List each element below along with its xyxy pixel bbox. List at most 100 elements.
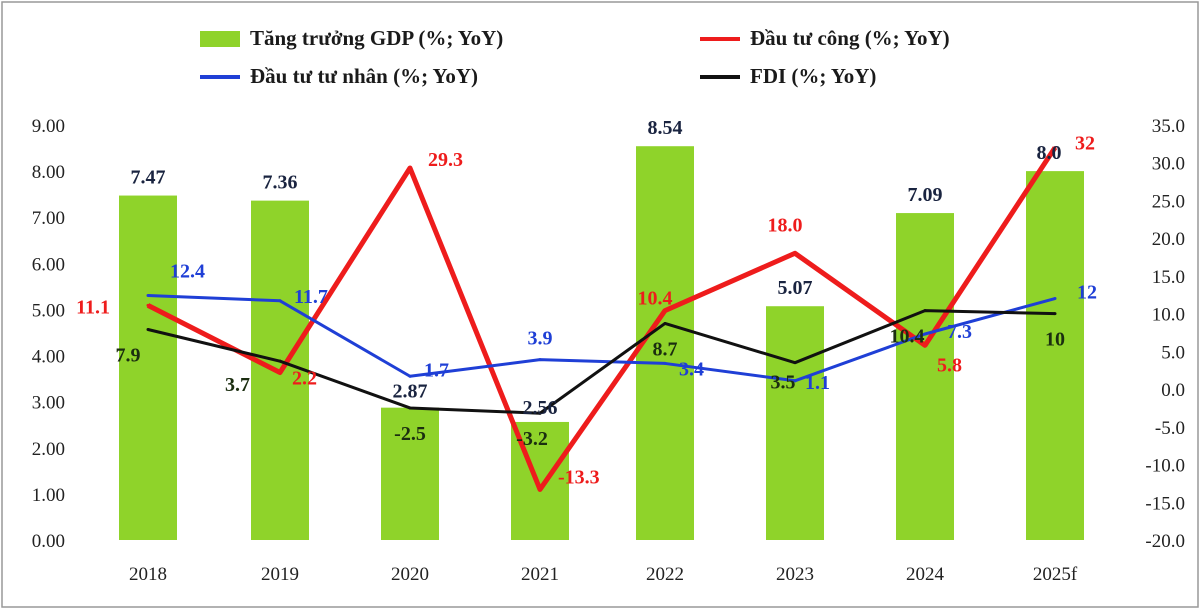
series-point <box>793 251 797 255</box>
x-axis-tick: 2020 <box>391 564 429 585</box>
series-point <box>923 343 927 347</box>
left-axis-tick: 9.00 <box>32 116 65 137</box>
right-axis-tick: -5.0 <box>1155 418 1185 439</box>
right-axis-tick: -15.0 <box>1145 493 1185 514</box>
gdp-data-label: 7.09 <box>908 184 943 206</box>
left-axis-tick: 7.00 <box>32 208 65 229</box>
series-point <box>1053 312 1057 316</box>
series-point <box>146 327 150 331</box>
x-axis-tick: 2025f <box>1033 564 1078 585</box>
gdp-data-label: 5.07 <box>778 277 813 299</box>
series-data-label: 1.1 <box>805 372 830 394</box>
x-axis-tick: 2018 <box>129 564 167 585</box>
legend-label: FDI (%; YoY) <box>750 64 876 88</box>
right-axis-tick: 10.0 <box>1152 305 1185 326</box>
series-data-label: 3.4 <box>679 358 704 380</box>
gdp-data-label: 2.56 <box>523 397 558 419</box>
gdp-data-label: 8.54 <box>648 117 683 139</box>
x-axis-tick: 2024 <box>906 564 945 585</box>
series-data-label: 11.7 <box>294 286 328 308</box>
series-data-label: 10.4 <box>890 326 925 348</box>
right-axis-tick: 20.0 <box>1152 229 1185 250</box>
series-data-label: 1.7 <box>424 359 449 381</box>
right-axis-tick: -20.0 <box>1145 531 1185 552</box>
series-data-label: 7.9 <box>116 344 141 366</box>
x-axis-tick: 2019 <box>261 564 299 585</box>
bars <box>119 146 1084 541</box>
x-axis-tick: 2021 <box>521 564 559 585</box>
series-data-label: -13.3 <box>558 466 600 488</box>
gdp-bar <box>766 306 824 540</box>
left-axis-tick: 4.00 <box>32 347 65 368</box>
series-point <box>663 309 667 313</box>
series-line-3 <box>147 309 1056 415</box>
series-point <box>793 379 797 383</box>
right-axis-tick: 30.0 <box>1152 154 1185 175</box>
series-data-label: 29.3 <box>428 149 463 171</box>
x-axis-tick: 2022 <box>646 564 684 585</box>
legend-swatch-bar <box>200 31 240 47</box>
series-data-label: 10 <box>1045 329 1065 351</box>
series-point <box>278 370 282 374</box>
series-point <box>538 487 542 491</box>
series-point <box>278 299 282 303</box>
axes: 0.00 1.00 2.00 3.00 4.00 5.00 6.00 7.00 8.00 9.00… <box>32 116 1185 585</box>
legend-label: Đầu tư tư nhân (%; YoY) <box>250 64 478 88</box>
series-point <box>408 406 412 410</box>
series-point <box>663 321 667 325</box>
lines <box>146 146 1058 492</box>
left-axis-tick: 1.00 <box>32 485 65 506</box>
gdp-data-label: 2.87 <box>393 381 428 403</box>
legend-label: Tăng trưởng GDP (%; YoY) <box>250 26 503 50</box>
series-data-label: 5.8 <box>937 354 962 376</box>
series-point <box>408 166 412 170</box>
data-labels: 7.47 7.36 2.87 2.56 8.54 5.07 7.09 8.0 11.1 2.2 29… <box>76 117 1097 488</box>
series-data-label: -3.2 <box>516 428 548 450</box>
series-point <box>923 309 927 313</box>
gdp-data-label: 8.0 <box>1037 142 1062 164</box>
series-data-label: 3.7 <box>225 374 250 396</box>
gdp-bar <box>381 407 439 540</box>
series-data-label: 3.5 <box>771 372 796 394</box>
series-data-label: 10.4 <box>638 288 673 310</box>
series-point <box>1053 297 1057 301</box>
left-axis-tick: 0.00 <box>32 531 65 552</box>
series-data-label: 8.7 <box>653 338 678 360</box>
series-line-1 <box>146 146 1058 492</box>
legend-label: Đầu tư công (%; YoY) <box>750 26 950 50</box>
series-point <box>793 361 797 365</box>
series-point <box>408 374 412 378</box>
right-axis-tick: 35.0 <box>1152 116 1185 137</box>
series-point <box>663 361 667 365</box>
series-point <box>278 359 282 363</box>
series-data-label: 11.1 <box>76 296 110 318</box>
series-line-2 <box>147 294 1056 383</box>
right-axis-tick: 5.0 <box>1161 342 1185 363</box>
series-data-label: 12 <box>1077 282 1097 304</box>
left-axis-tick: 5.00 <box>32 300 65 321</box>
gdp-data-label: 7.47 <box>131 167 166 189</box>
series-data-label: 2.2 <box>292 367 317 389</box>
left-axis-tick: 3.00 <box>32 393 65 414</box>
left-axis-tick: 6.00 <box>32 254 65 275</box>
series-point <box>1053 146 1057 150</box>
series-point <box>923 332 927 336</box>
series-data-label: 18.0 <box>768 214 803 236</box>
series-data-label: 32 <box>1075 133 1095 155</box>
series-point <box>538 358 542 362</box>
series-data-label: 3.9 <box>528 328 553 350</box>
left-axis-tick: 8.00 <box>32 162 65 183</box>
right-axis-tick: -10.0 <box>1145 456 1185 477</box>
x-axis-tick: 2023 <box>776 564 814 585</box>
legend: Tăng trưởng GDP (%; YoY) Đầu tư công (%; … <box>200 26 950 88</box>
series-point <box>538 411 542 415</box>
right-axis-tick: 25.0 <box>1152 191 1185 212</box>
right-axis-tick: 0.0 <box>1161 380 1185 401</box>
gdp-bar <box>896 213 954 541</box>
left-axis-tick: 2.00 <box>32 439 65 460</box>
series-data-label: -2.5 <box>394 423 426 445</box>
gdp-bar <box>1026 171 1084 540</box>
